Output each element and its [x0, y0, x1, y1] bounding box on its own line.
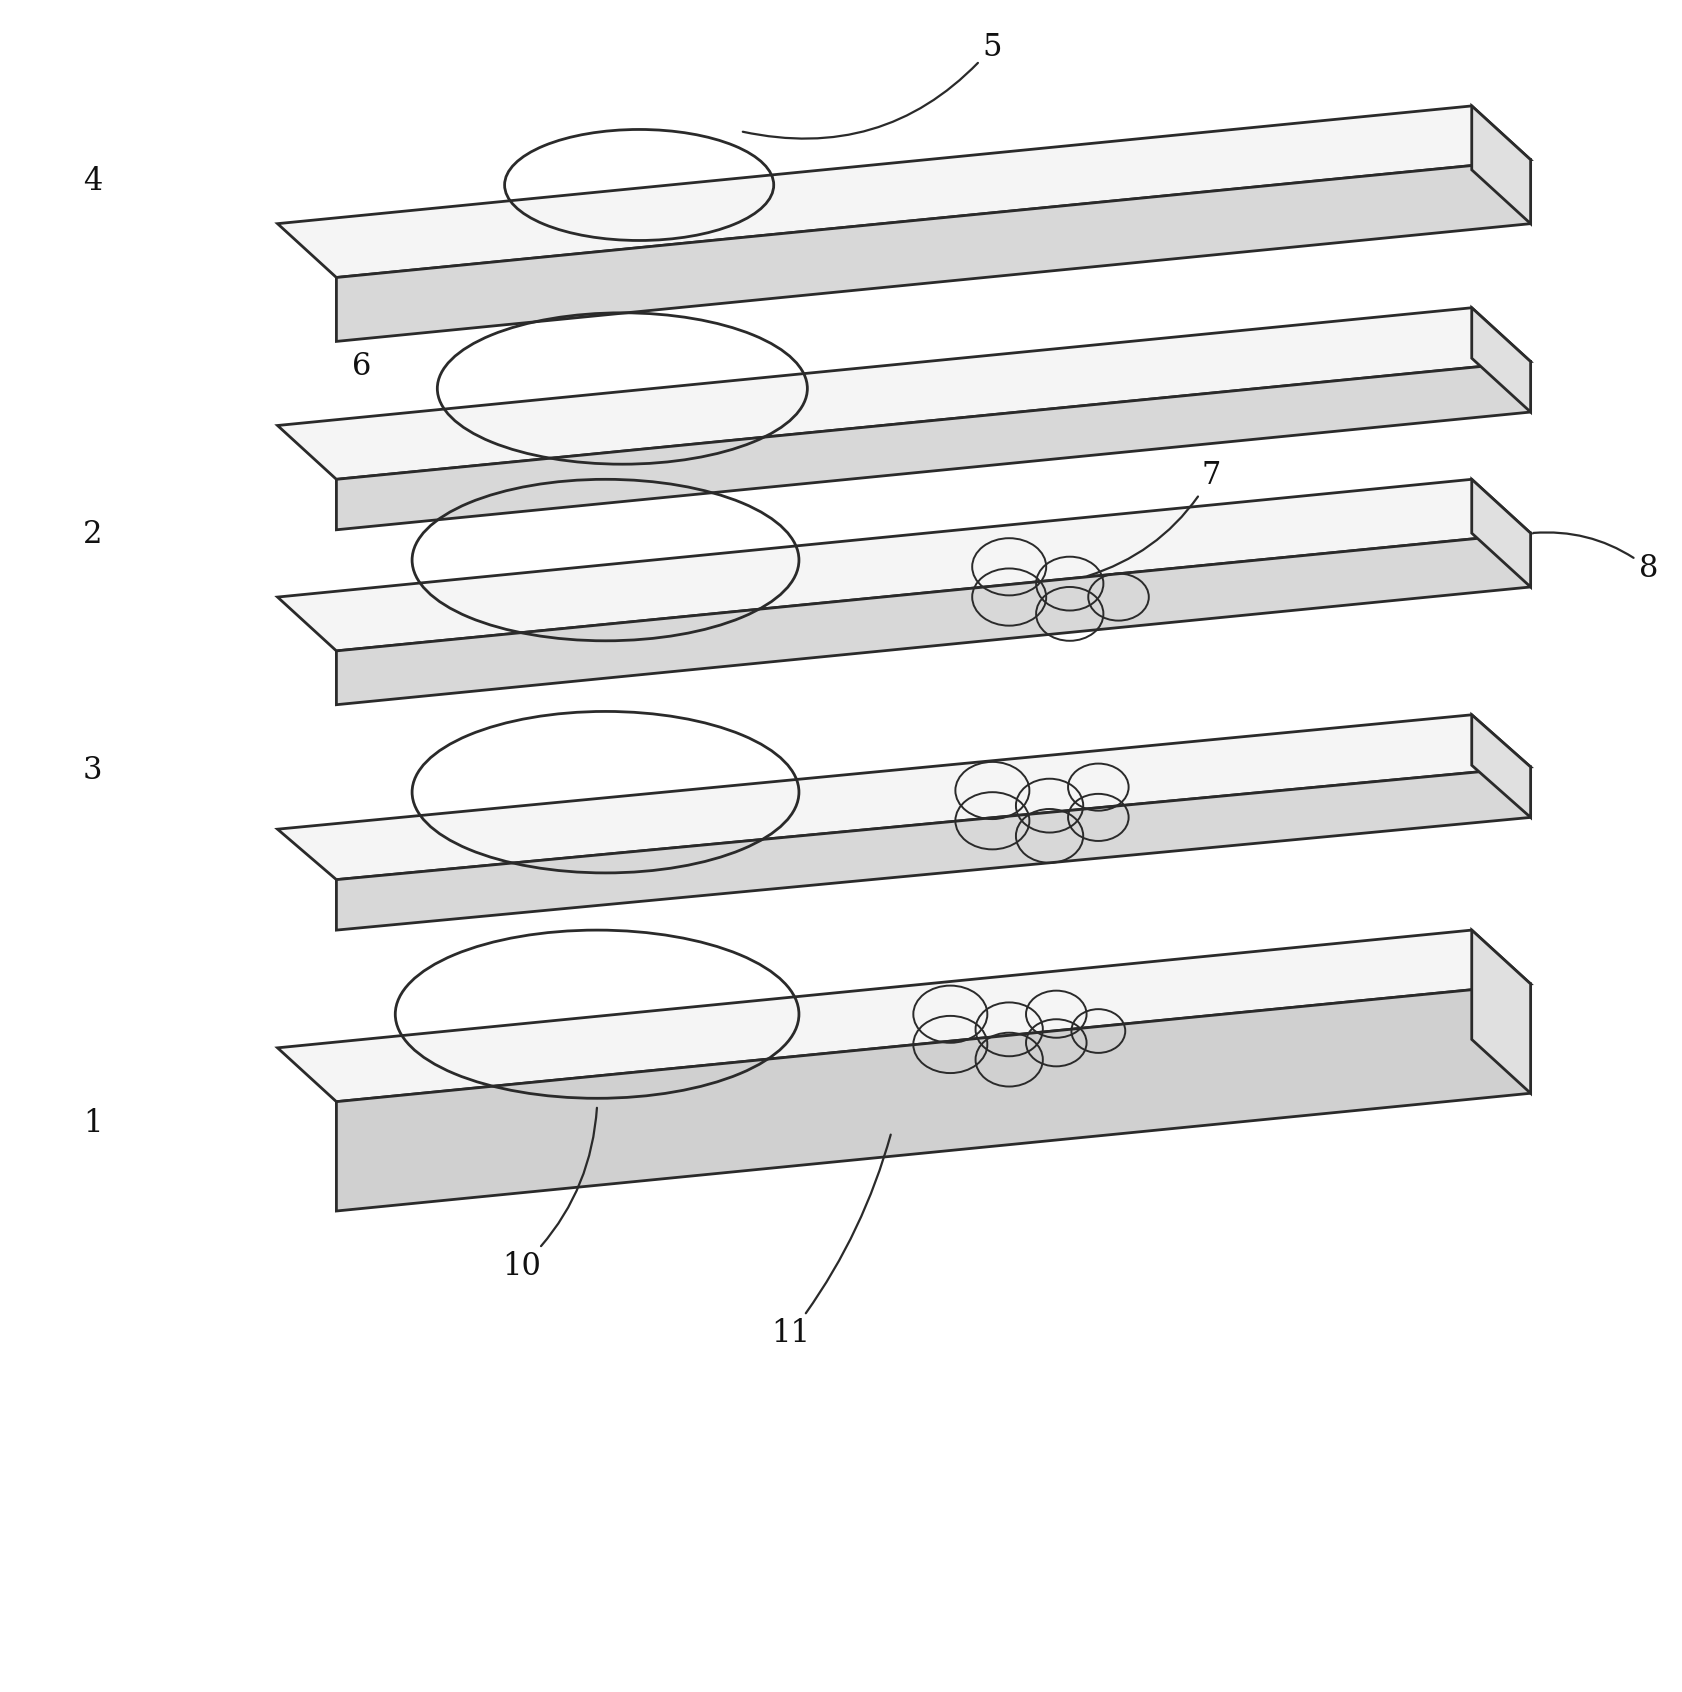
- Text: 8: 8: [1534, 533, 1658, 584]
- Text: 4: 4: [82, 166, 103, 196]
- Polygon shape: [336, 766, 1531, 931]
- Polygon shape: [1472, 479, 1531, 587]
- Polygon shape: [278, 107, 1531, 277]
- Polygon shape: [1472, 107, 1531, 223]
- Polygon shape: [278, 714, 1531, 880]
- Polygon shape: [1472, 714, 1531, 817]
- Text: 11: 11: [770, 1135, 891, 1349]
- Text: 3: 3: [82, 755, 103, 785]
- Text: 10: 10: [501, 1108, 597, 1283]
- Text: 5: 5: [743, 32, 1002, 139]
- Polygon shape: [336, 159, 1531, 342]
- Text: 7: 7: [1088, 460, 1221, 575]
- Polygon shape: [278, 479, 1531, 651]
- Polygon shape: [1472, 308, 1531, 413]
- Polygon shape: [336, 533, 1531, 704]
- Polygon shape: [1472, 931, 1531, 1093]
- Polygon shape: [336, 985, 1531, 1211]
- Polygon shape: [278, 931, 1531, 1101]
- Text: 6: 6: [352, 352, 372, 382]
- Text: 1: 1: [82, 1108, 103, 1139]
- Polygon shape: [278, 308, 1531, 479]
- Text: 2: 2: [82, 519, 103, 550]
- Polygon shape: [336, 362, 1531, 530]
